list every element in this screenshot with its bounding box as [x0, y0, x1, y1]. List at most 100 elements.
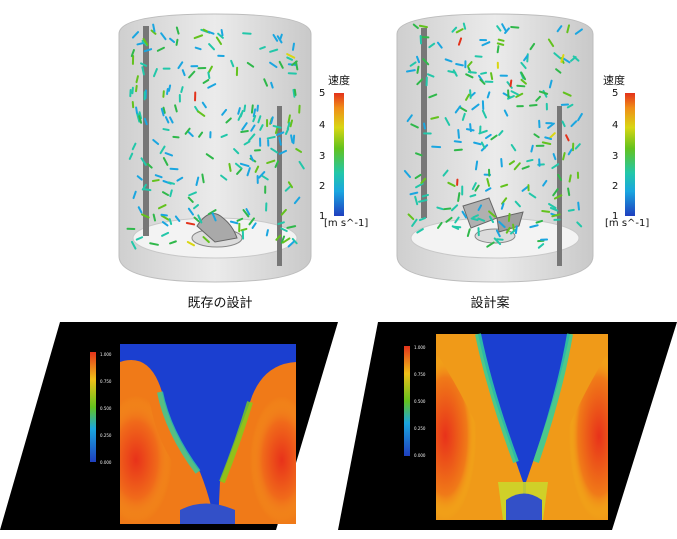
- contour-plot-existing: [0, 322, 338, 530]
- velocity-arrow: [228, 162, 232, 172]
- velocity-arrow: [152, 213, 157, 222]
- velocity-arrow: [465, 73, 474, 79]
- velocity-arrow: [509, 79, 513, 88]
- velocity-arrow: [184, 127, 191, 135]
- velocity-arrow: [423, 122, 426, 130]
- velocity-arrow: [261, 174, 269, 181]
- contour-legend-existing: [90, 352, 96, 462]
- colorbar-unit: [m s^-1]: [605, 218, 650, 229]
- velocity-arrow: [250, 124, 256, 132]
- velocity-arrow: [152, 23, 156, 33]
- impeller-existing: [196, 213, 238, 243]
- velocity-arrow: [207, 71, 211, 80]
- contour-proposed-svg: [338, 322, 677, 530]
- velocity-arrow: [207, 83, 217, 89]
- velocity-arrow: [479, 78, 486, 85]
- velocity-arrow: [490, 134, 498, 141]
- velocity-arrow: [240, 227, 248, 232]
- velocity-arrow: [566, 24, 571, 34]
- velocity-arrow: [239, 162, 250, 168]
- velocity-arrow: [202, 236, 210, 244]
- velocity-arrow: [132, 190, 137, 200]
- colorbar-tick: 3: [319, 151, 326, 162]
- velocity-arrow: [211, 212, 217, 222]
- velocity-arrow: [465, 128, 475, 132]
- velocity-arrow: [477, 217, 486, 222]
- velocity-arrow: [279, 33, 283, 41]
- velocity-arrow: [411, 218, 418, 227]
- legend-tick: 1.000: [414, 345, 426, 350]
- velocity-arrow: [510, 228, 517, 235]
- velocity-arrow: [217, 32, 224, 39]
- velocity-arrow: [486, 91, 491, 99]
- legend-tick: 0.250: [414, 426, 426, 431]
- velocity-arrow: [454, 216, 460, 224]
- velocity-arrow: [245, 208, 251, 216]
- velocity-arrow: [248, 217, 255, 226]
- impeller-contour: [506, 493, 542, 520]
- velocity-arrow: [289, 119, 294, 128]
- velocity-arrow: [568, 174, 572, 183]
- colorbar-tick: 5: [612, 88, 619, 99]
- velocity-arrow: [135, 84, 138, 93]
- velocity-arrow: [553, 52, 562, 60]
- velocity-arrow: [154, 174, 163, 179]
- velocity-arrow: [159, 145, 166, 155]
- velocity-arrow: [284, 185, 291, 192]
- velocity-arrow: [274, 126, 279, 135]
- velocity-arrow: [508, 160, 516, 166]
- velocity-arrow: [142, 37, 149, 46]
- velocity-arrow: [505, 226, 511, 234]
- velocity-arrow: [298, 160, 305, 170]
- velocity-arrow: [574, 143, 581, 150]
- velocity-arrow: [507, 212, 511, 222]
- velocity-arrow: [500, 183, 509, 188]
- velocity-arrow: [504, 27, 510, 34]
- velocity-arrow: [259, 46, 266, 50]
- velocity-arrow: [412, 23, 419, 30]
- velocity-arrow: [156, 46, 165, 52]
- velocity-arrow: [496, 45, 500, 54]
- velocity-arrow: [220, 28, 224, 37]
- velocity-arrow: [447, 181, 456, 187]
- velocity-arrow: [498, 220, 506, 229]
- velocity-arrow: [292, 134, 296, 145]
- velocity-arrow: [180, 86, 184, 94]
- velocity-arrow: [529, 224, 539, 229]
- velocity-arrow: [557, 173, 563, 182]
- legend-tick: 0.500: [100, 406, 112, 411]
- existing-design-vector-plot: [105, 6, 325, 288]
- velocity-arrow: [451, 225, 460, 230]
- velocity-arrow: [442, 169, 449, 177]
- velocity-arrow: [143, 48, 153, 53]
- velocity-arrow: [290, 134, 294, 144]
- velocity-arrow: [467, 61, 473, 68]
- velocity-arrow: [466, 228, 471, 237]
- velocity-arrow: [555, 68, 562, 74]
- velocity-arrow: [274, 160, 280, 168]
- colorbar-tick: 2: [319, 181, 326, 192]
- velocity-arrow: [172, 135, 180, 139]
- velocity-arrow: [488, 215, 495, 224]
- legend-tick: 0.000: [100, 460, 112, 465]
- velocity-arrow: [556, 25, 563, 33]
- velocity-arrow: [286, 121, 291, 130]
- velocity-arrow: [186, 241, 196, 247]
- colorbar-tick: 1: [612, 211, 619, 222]
- velocity-arrow: [143, 117, 148, 126]
- velocity-arrow: [421, 193, 430, 198]
- velocity-arrow: [523, 54, 529, 62]
- caption-proposed-design: 設計案: [470, 296, 510, 311]
- baffle-right: [277, 106, 282, 266]
- velocity-arrow: [136, 175, 143, 181]
- velocity-arrow: [428, 42, 436, 49]
- legend-tick: 0.750: [414, 372, 426, 377]
- velocity-arrow: [221, 108, 228, 116]
- velocity-arrow: [284, 127, 290, 135]
- velocity-arrow: [453, 148, 463, 152]
- velocity-arrow: [277, 221, 285, 225]
- velocity-arrow: [256, 104, 259, 112]
- velocity-arrow: [481, 41, 491, 47]
- velocity-arrow: [471, 182, 477, 191]
- velocity-arrow: [496, 42, 505, 46]
